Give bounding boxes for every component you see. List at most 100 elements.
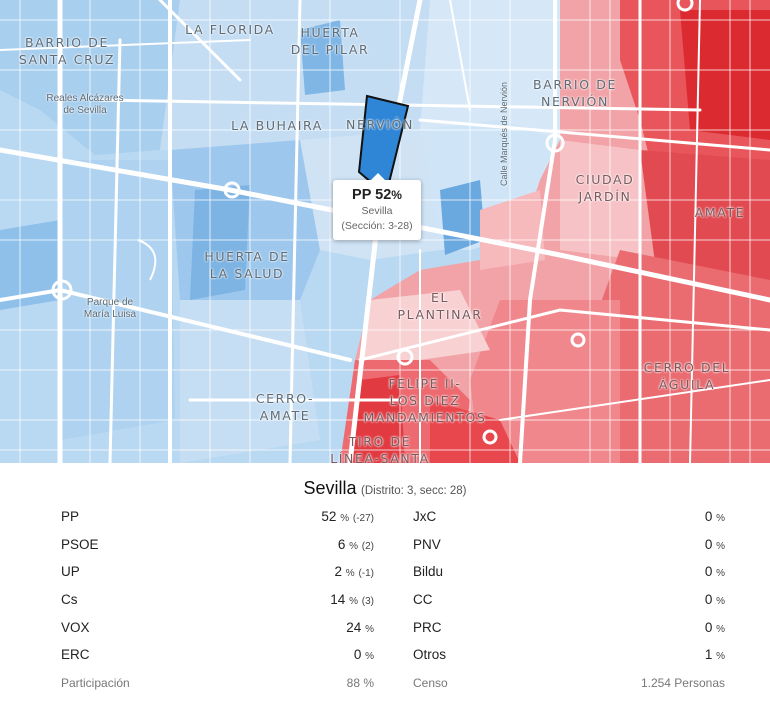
tooltip-unit: % — [391, 188, 402, 202]
label-ciudad-jardin: CIUDAD JARDÍN — [575, 172, 635, 204]
result-row-cs: Cs 14 % (3) — [61, 590, 374, 610]
party-unit: % — [716, 513, 725, 524]
poi-reales-alcazares: Reales Alcázares de Sevilla — [46, 93, 124, 116]
label-felipe-ii: FELIPE II- LOS DIEZ MANDAMIENTOS — [363, 376, 487, 425]
result-row-otros: Otros 1 % — [413, 645, 725, 665]
election-map[interactable]: BARRIO DE SANTA CRUZ LA FLORIDA HUERTA DEL… — [0, 0, 770, 463]
label-amate: AMATE — [694, 205, 746, 220]
party-percent: 0 — [704, 620, 713, 635]
party-unit: % — [716, 541, 725, 552]
party-percent: 0 — [704, 537, 713, 552]
party-diff: (2) — [361, 541, 374, 552]
party-percent: 52 — [321, 509, 337, 524]
party-unit: % — [349, 541, 358, 552]
party-percent: 24 — [346, 620, 362, 635]
party-name: JxC — [413, 509, 437, 524]
participation-label: Participación — [61, 676, 130, 690]
party-percent: 0 — [704, 564, 713, 579]
party-value: 0 % — [705, 562, 725, 584]
result-row-up: UP 2 % (-1) — [61, 562, 374, 582]
label-tiro-de-linea: TIRO DE LÍNEA-SANTA — [330, 434, 430, 463]
participation-row: Participación 88 % — [61, 673, 374, 693]
party-value: 52 % (-27) — [321, 507, 374, 529]
party-value: 0 % — [705, 507, 725, 529]
party-value: 6 % (2) — [338, 535, 374, 557]
party-name: PNV — [413, 537, 441, 552]
party-name: CC — [413, 592, 433, 607]
party-diff: (-1) — [358, 568, 374, 579]
result-row-cc: CC 0 % — [413, 590, 725, 610]
party-name: PRC — [413, 620, 442, 635]
label-nervion: NERVIÓN — [346, 117, 414, 132]
result-row-prc: PRC 0 % — [413, 618, 725, 638]
party-value: 0 % — [705, 535, 725, 557]
party-name: Bildu — [413, 564, 444, 579]
section-tooltip: PP 52% Sevilla (Sección: 3-28) — [333, 173, 421, 240]
result-row-psoe: PSOE 6 % (2) — [61, 535, 374, 555]
party-diff: (-27) — [352, 513, 374, 524]
tooltip-value: 52 — [375, 187, 392, 203]
party-unit: % — [365, 624, 374, 635]
tooltip-header: PP 52% — [333, 186, 421, 204]
party-unit: % — [716, 596, 725, 607]
party-value: 2 % (-1) — [334, 562, 374, 584]
party-name: PP — [61, 509, 80, 524]
label-la-buhaira: LA BUHAIRA — [231, 118, 323, 133]
party-diff: (3) — [361, 596, 374, 607]
label-cerro-amate: CERRO- AMATE — [255, 391, 315, 423]
party-unit: % — [716, 568, 725, 579]
label-huerta-de-la-salud: HUERTA DE LA SALUD — [204, 249, 290, 281]
tooltip-party: PP — [352, 187, 372, 203]
result-row-erc: ERC 0 % — [61, 645, 374, 665]
party-value: 1 % — [705, 645, 725, 667]
tooltip-city: Sevilla — [361, 205, 393, 217]
label-la-florida: LA FLORIDA — [185, 22, 275, 37]
participation-value: 88 % — [346, 676, 374, 690]
party-value: 24 % — [346, 618, 374, 640]
results-panel: Sevilla (Distrito: 3, secc: 28) PP 52 % (… — [0, 463, 770, 716]
party-percent: 2 — [334, 564, 342, 579]
result-row-pp: PP 52 % (-27) — [61, 507, 374, 527]
party-unit: % — [365, 651, 374, 662]
party-name: VOX — [61, 620, 90, 635]
result-row-jxc: JxC 0 % — [413, 507, 725, 527]
party-unit: % — [340, 513, 350, 524]
label-el-plantinar: EL PLANTINAR — [397, 290, 483, 322]
label-huerta-del-pilar: HUERTA DEL PILAR — [290, 25, 370, 57]
party-name: UP — [61, 564, 80, 579]
party-percent: 0 — [704, 509, 713, 524]
party-name: Cs — [61, 592, 78, 607]
panel-city: Sevilla — [303, 478, 357, 498]
party-name: Otros — [413, 647, 447, 662]
result-row-vox: VOX 24 % — [61, 618, 374, 638]
party-unit: % — [716, 651, 725, 662]
census-value: 1.254 Personas — [640, 676, 725, 690]
label-barrio-de-nervion: BARRIO DE NERVIÓN — [533, 77, 617, 109]
party-percent: 0 — [353, 647, 362, 662]
party-value: 14 % (3) — [330, 590, 374, 612]
street-label-marques-de-nervion: Calle Marqués de Nervión — [499, 81, 509, 186]
party-percent: 6 — [337, 537, 346, 552]
label-cerro-del-aguila: CERRO DEL ÁGUILA — [643, 360, 731, 392]
party-value: 0 % — [705, 590, 725, 612]
tooltip-section: (Sección: 3-28) — [341, 220, 413, 232]
census-row: Censo 1.254 Personas — [413, 673, 725, 693]
panel-title: Sevilla (Distrito: 3, secc: 28) — [0, 477, 770, 502]
party-percent: 0 — [704, 592, 713, 607]
party-name: PSOE — [61, 537, 99, 552]
label-barrio-de-santa-cruz: BARRIO DE SANTA CRUZ — [18, 35, 116, 67]
map-canvas[interactable] — [0, 0, 770, 463]
party-unit: % — [349, 596, 358, 607]
party-percent: 14 — [330, 592, 346, 607]
party-value: 0 % — [705, 618, 725, 640]
result-row-pnv: PNV 0 % — [413, 535, 725, 555]
party-percent: 1 — [704, 647, 713, 662]
party-unit: % — [716, 624, 725, 635]
party-name: ERC — [61, 647, 90, 662]
party-value: 0 % — [354, 645, 374, 667]
result-row-bildu: Bildu 0 % — [413, 562, 725, 582]
poi-parque-maria-luisa: Parque de María Luisa — [83, 297, 137, 320]
panel-meta: (Distrito: 3, secc: 28) — [361, 485, 467, 497]
census-label: Censo — [413, 676, 448, 690]
party-unit: % — [345, 568, 355, 579]
